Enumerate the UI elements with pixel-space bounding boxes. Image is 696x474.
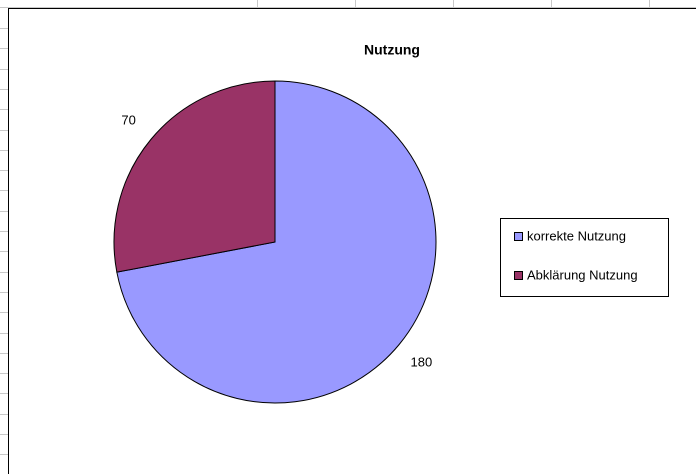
- pie-slice: [113, 80, 276, 273]
- legend-label: korrekte Nutzung: [527, 228, 626, 243]
- legend-swatch: [514, 232, 523, 241]
- chart-title: Nutzung: [364, 42, 420, 58]
- sheet-grid: [0, 0, 696, 8]
- legend-box: [500, 218, 669, 297]
- sheet-rows: [0, 28, 8, 455]
- legend-label: Abklärung Nutzung: [527, 267, 638, 282]
- data-label: 180: [411, 355, 433, 370]
- pie-slice: [116, 80, 437, 404]
- data-label: 70: [121, 112, 135, 127]
- legend-swatch: [514, 271, 523, 280]
